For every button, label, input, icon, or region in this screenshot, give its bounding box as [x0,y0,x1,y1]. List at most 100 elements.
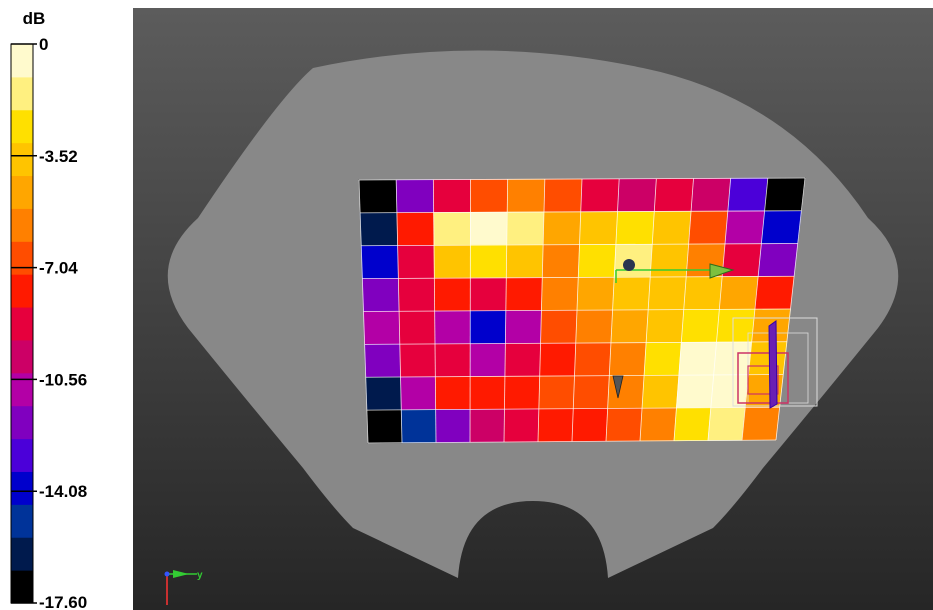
heatmap-cell [400,376,437,411]
heatmap-cell [718,276,759,310]
heatmap-cell [363,310,401,345]
heatmap-cell [724,210,765,245]
colorbar-swatch [11,339,33,374]
heatmap-cell [688,210,729,245]
heatmap-cell [761,210,802,245]
heatmap-cell [505,310,542,344]
heatmap-cell [707,407,746,441]
colorbar-swatch [11,471,33,505]
heatmap-cell [505,277,543,312]
colorbar-swatch [11,405,33,440]
colorbar-swatch [11,537,33,571]
heatmap-cell [757,243,799,277]
heatmap-cell [432,179,471,213]
heatmap-cell [434,343,471,378]
colorbar-tick-label: -17.60 [39,593,87,610]
heatmap-cell [577,244,617,278]
heatmap-cell [362,278,400,312]
heatmap-cell [505,244,544,279]
heatmap-cell [503,408,540,443]
heatmap-cell [400,409,437,444]
heatmap-cell [748,341,788,376]
heatmap-cell [506,211,545,246]
heatmap-cell [538,375,575,410]
heatmap-cell [360,245,399,279]
heatmap-cell [506,178,546,213]
heatmap-cell [395,179,435,214]
heatmap-cell [397,245,435,279]
colorbar-swatch [11,274,33,308]
heatmap-cell [358,179,398,214]
colorbar-swatch [11,241,33,275]
heatmap-cell [469,310,507,345]
heatmap-cell [470,178,509,213]
heatmap-cell [469,343,506,377]
device-plate-icon [768,320,778,409]
triad-y-label: y [197,570,203,581]
heatmap-cell [764,177,806,212]
heatmap-cell [469,244,508,279]
colorbar-tick-label: -7.04 [39,259,78,278]
grid-line-horizontal [366,406,780,411]
heatmap-cell [647,276,687,311]
heatmap-cell [683,276,723,310]
heatmap-cell [433,244,471,279]
heatmap-cell [575,309,613,344]
heatmap-cell [469,375,506,410]
colorbar-swatch [11,372,33,407]
heatmap-cell [617,178,657,212]
heatmap-cell [540,309,578,344]
heatmap-cell [653,178,694,212]
colorbar-ticks: 0 -3.52 -7.04 -10.56 -14.08 -17.60 [11,35,87,610]
colorbar-tick-label: 0 [39,35,48,54]
heatmap-cell [643,342,682,376]
colorbar-swatch [11,109,33,144]
heatmap-cell [645,309,685,343]
heatmap-cell [574,342,612,377]
heatmap-cell [469,277,507,312]
heatmap-cell [396,212,435,246]
colorbar-tick-label: -14.08 [39,482,87,501]
probe-marker [612,259,735,399]
3d-viewport[interactable]: y [133,8,933,610]
grid-line-horizontal [361,243,798,247]
probe-arrowhead-icon [709,263,735,279]
heatmap-cell [571,408,608,442]
heatmap-cell [649,243,689,278]
heatmap-cell [434,310,471,345]
heatmap-cell [504,342,541,377]
heatmap-cell [398,277,436,312]
axes-triad: y [164,570,203,605]
heatmap-cell [676,374,715,409]
heatmap-cell [537,408,574,443]
heatmap-cell [754,275,795,310]
colorbar-tick-label: -10.56 [39,370,87,389]
device-wireframe [732,317,818,409]
grid-line-horizontal [367,439,777,444]
heatmap-cell [680,309,720,343]
heatmap-cell [673,407,712,442]
colorbar-swatch [11,438,33,472]
heatmap-cell [741,406,780,441]
heatmap-cell [605,407,643,442]
heatmap-cell [580,178,620,213]
heatmap-cell [678,341,717,376]
heatmap-cell [434,376,471,410]
heatmap-cell [612,276,651,311]
triad-origin-icon [164,571,170,577]
heatmap-cell [399,343,436,378]
heatmap-cell [639,407,677,442]
heatmap-grid [358,177,806,444]
heatmap-cell [433,277,471,312]
heatmap-cell [690,177,732,212]
grid-line-horizontal [362,275,795,280]
device-box-outer [732,317,818,407]
viewport-svg: y [133,8,933,610]
colorbar-tick-label: -3.52 [39,147,78,166]
colorbar-legend: dB 0 -3.52 -7.04 -10.56 -14.08 -17.60 [0,0,133,610]
heatmap-cell [576,276,615,311]
heatmap-cell [398,310,436,345]
colorbar-unit-label: dB [23,9,46,28]
heatmap-cell [504,375,541,410]
heatmap-cell [366,409,403,444]
